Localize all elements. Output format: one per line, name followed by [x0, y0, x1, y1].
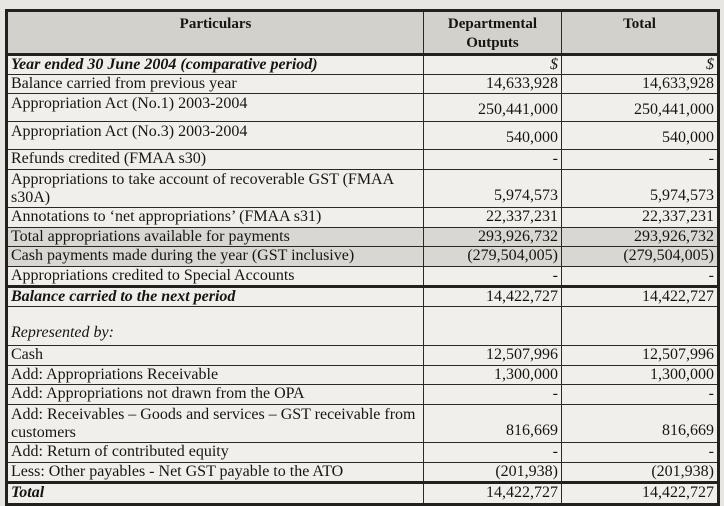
- departmental-outputs-cell: 14,633,928: [423, 73, 562, 95]
- particulars-cell: Add: Return of contributed equity: [6, 442, 424, 463]
- table-row: Add: Receivables – Goods and services – …: [6, 403, 719, 444]
- table-row: Annotations to ‘net appropriations’ (FMA…: [6, 207, 719, 228]
- total-cell: 14,633,928: [561, 73, 719, 95]
- departmental-outputs-cell: -: [423, 149, 562, 170]
- total-cell: 816,669: [561, 403, 719, 444]
- particulars-cell: Add: Receivables – Goods and services – …: [6, 403, 424, 444]
- total-cell: 5,974,573: [561, 168, 719, 209]
- table-row: Refunds credited (FMAA s30) - -: [6, 149, 719, 170]
- table-row: Balance carried from previous year 14,633…: [6, 73, 719, 95]
- table-row: Appropriation Act (No.1) 2003-2004 250,44…: [6, 93, 719, 123]
- particulars-cell: Cash payments made during the year (GST …: [6, 246, 424, 267]
- particulars-cell: Less: Other payables - Net GST payable t…: [6, 461, 424, 484]
- total-cell: 250,441,000: [561, 93, 719, 123]
- total-cell: 14,422,727: [561, 481, 719, 506]
- departmental-outputs-cell: [423, 306, 562, 347]
- col-header-total: Total: [561, 10, 719, 56]
- table-row: Total 14,422,727 14,422,727: [6, 481, 719, 506]
- departmental-outputs-cell: 540,000: [423, 121, 562, 151]
- departmental-outputs-cell: 5,974,573: [423, 168, 562, 209]
- departmental-outputs-cell: 22,337,231: [423, 207, 562, 228]
- total-cell: -: [561, 442, 719, 463]
- total-cell: $: [561, 53, 719, 75]
- particulars-cell: Cash: [6, 345, 424, 366]
- particulars-cell: Appropriations credited to Special Accou…: [6, 265, 424, 288]
- table-row: Balance carried to the next period 14,422…: [6, 284, 719, 308]
- particulars-cell: Balance carried to the next period: [6, 284, 424, 308]
- particulars-cell: Appropriation Act (No.1) 2003-2004: [6, 93, 424, 123]
- particulars-cell: Total appropriations available for payme…: [6, 226, 424, 248]
- departmental-outputs-cell: 250,441,000: [423, 93, 562, 123]
- total-cell: (279,504,005): [561, 246, 719, 267]
- particulars-cell: Year ended 30 June 2004 (comparative per…: [6, 53, 424, 75]
- total-cell: 293,926,732: [561, 226, 719, 248]
- total-cell: 1,300,000: [561, 364, 719, 386]
- table-row: Year ended 30 June 2004 (comparative per…: [6, 53, 719, 75]
- particulars-cell: Total: [6, 481, 424, 506]
- table-header: Particulars Departmental Outputs Total: [6, 10, 719, 56]
- total-cell: -: [561, 265, 719, 288]
- departmental-outputs-cell: -: [423, 265, 562, 288]
- total-cell: -: [561, 149, 719, 170]
- table-row: Add: Appropriations not drawn from the O…: [6, 384, 719, 405]
- total-cell: 540,000: [561, 121, 719, 151]
- departmental-outputs-cell: -: [423, 442, 562, 463]
- table-row: Add: Return of contributed equity - -: [6, 442, 719, 463]
- departmental-outputs-cell: 14,422,727: [423, 481, 562, 506]
- total-cell: 22,337,231: [561, 207, 719, 228]
- particulars-cell: Refunds credited (FMAA s30): [6, 149, 424, 170]
- particulars-cell: Appropriations to take account of recove…: [6, 168, 424, 209]
- total-cell: [561, 306, 719, 347]
- table-row: Add: Appropriations Receivable 1,300,000 1…: [6, 364, 719, 386]
- departmental-outputs-cell: 14,422,727: [423, 284, 562, 308]
- table-body: Year ended 30 June 2004 (comparative per…: [6, 53, 719, 506]
- table-row: Cash payments made during the year (GST …: [6, 246, 719, 267]
- appropriations-table: Particulars Departmental Outputs Total Y…: [5, 9, 720, 506]
- col-header-departmental-outputs: Departmental Outputs: [423, 10, 562, 56]
- particulars-cell: Add: Appropriations Receivable: [6, 364, 424, 386]
- table-row: Less: Other payables - Net GST payable t…: [6, 461, 719, 484]
- departmental-outputs-cell: 816,669: [423, 403, 562, 444]
- total-cell: 12,507,996: [561, 345, 719, 366]
- particulars-cell: Appropriation Act (No.3) 2003-2004: [6, 121, 424, 151]
- departmental-outputs-cell: 1,300,000: [423, 364, 562, 386]
- departmental-outputs-cell: $: [423, 53, 562, 75]
- table-row: Cash 12,507,996 12,507,996: [6, 345, 719, 366]
- particulars-cell: Annotations to ‘net appropriations’ (FMA…: [6, 207, 424, 228]
- departmental-outputs-cell: 12,507,996: [423, 345, 562, 366]
- header-row: Particulars Departmental Outputs Total: [6, 10, 719, 56]
- departmental-outputs-cell: -: [423, 384, 562, 405]
- table-row: Appropriation Act (No.3) 2003-2004 540,00…: [6, 121, 719, 151]
- departmental-outputs-cell: 293,926,732: [423, 226, 562, 248]
- particulars-cell: Balance carried from previous year: [6, 73, 424, 95]
- scanned-document-page: Particulars Departmental Outputs Total Y…: [5, 9, 720, 506]
- table-row: Appropriations to take account of recove…: [6, 168, 719, 209]
- table-row: Total appropriations available for payme…: [6, 226, 719, 248]
- total-cell: 14,422,727: [561, 284, 719, 308]
- particulars-cell: Represented by:: [6, 306, 424, 347]
- col-header-particulars: Particulars: [6, 10, 424, 56]
- table-row: Appropriations credited to Special Accou…: [6, 265, 719, 288]
- table-row: Represented by:: [6, 306, 719, 347]
- particulars-cell: Add: Appropriations not drawn from the O…: [6, 384, 424, 405]
- departmental-outputs-cell: (279,504,005): [423, 246, 562, 267]
- total-cell: (201,938): [561, 461, 719, 484]
- departmental-outputs-cell: (201,938): [423, 461, 562, 484]
- total-cell: -: [561, 384, 719, 405]
